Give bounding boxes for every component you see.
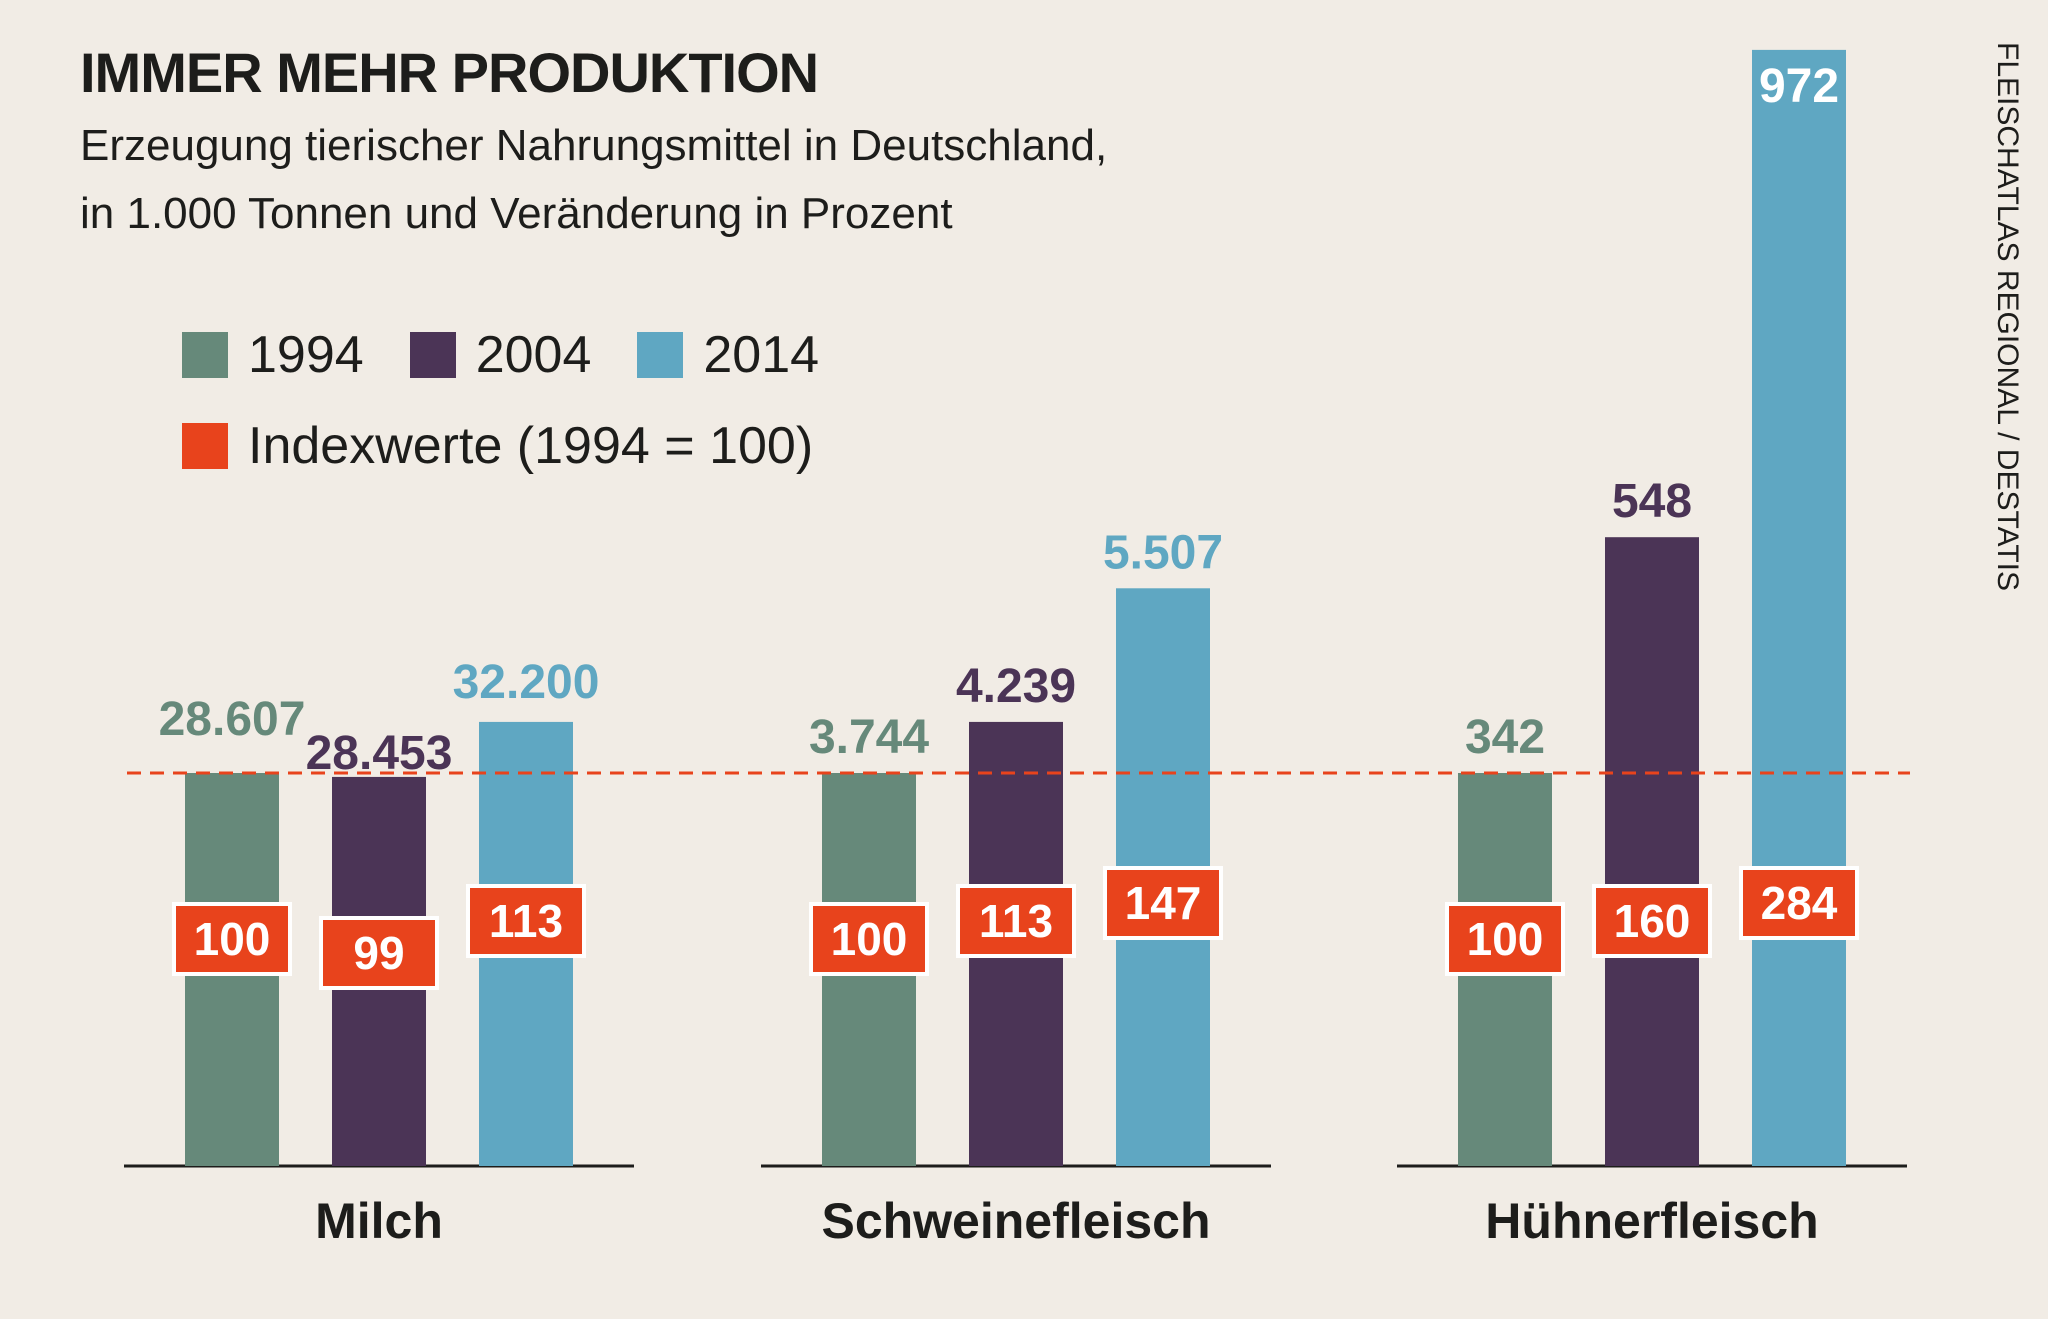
legend-item-2014: 2014 (637, 325, 819, 385)
index-badge (956, 884, 1076, 958)
index-badge-label: 100 (831, 913, 908, 965)
bar (1752, 49, 1846, 1166)
legend-label-1994: 1994 (248, 326, 364, 384)
legend-years: 1994 2004 2014 (182, 325, 865, 385)
chart-title: IMMER MEHR PRODUKTION (80, 41, 819, 104)
legend-swatch-2004 (409, 332, 456, 378)
index-badge (1445, 902, 1565, 976)
index-badge-label: 160 (1614, 895, 1691, 947)
bar-value-label: 548 (1612, 475, 1692, 528)
legend-item-index: Indexwerte (1994 = 100) (182, 416, 813, 476)
index-badge-label: 113 (979, 895, 1053, 947)
chart-subtitle: Erzeugung tierischer Nahrungsmittel in D… (80, 112, 1107, 248)
legend-swatch-2014 (637, 332, 684, 378)
legend-label-2004: 2004 (475, 326, 592, 384)
subtitle-line-2: in 1.000 Tonnen und Veränderung in Proze… (80, 189, 953, 238)
index-badge-label: 99 (353, 927, 404, 979)
bar (1605, 537, 1699, 1166)
category-label: Milch (315, 1193, 443, 1249)
index-badge (809, 902, 929, 976)
bar-value-label: 5.507 (1103, 526, 1223, 579)
index-badge (466, 884, 586, 958)
bar-value-label: 32.200 (453, 656, 600, 709)
category-label: Hühnerfleisch (1485, 1193, 1818, 1249)
legend-item-2004: 2004 (409, 325, 592, 385)
legend-label-2014: 2014 (703, 326, 820, 384)
bar-value-label: 3.744 (809, 711, 929, 764)
subtitle-line-1: Erzeugung tierischer Nahrungsmittel in D… (80, 121, 1108, 170)
index-badge (1103, 866, 1223, 940)
index-badge-label: 284 (1761, 877, 1838, 929)
index-badge-label: 100 (194, 913, 271, 965)
index-badge (1739, 866, 1859, 940)
index-badge (319, 916, 439, 990)
category-label: Schweinefleisch (821, 1193, 1210, 1249)
bar-value-label: 4.239 (956, 660, 1076, 713)
index-badge-label: 113 (489, 895, 563, 947)
legend-item-1994: 1994 (182, 325, 364, 385)
bar-value-label: 972 (1759, 60, 1839, 113)
bar-value-label: 28.453 (306, 727, 453, 780)
legend-swatch-index (182, 423, 228, 469)
index-badge-label: 147 (1125, 877, 1202, 929)
legend-index: Indexwerte (1994 = 100) (182, 416, 859, 476)
index-badge-label: 100 (1467, 913, 1544, 965)
bar-value-label: 342 (1465, 711, 1545, 764)
legend-label-index: Indexwerte (1994 = 100) (248, 417, 814, 475)
bar-value-label: 28.607 (159, 693, 306, 746)
index-badge (1592, 884, 1712, 958)
index-badge (172, 902, 292, 976)
legend-swatch-1994 (182, 332, 228, 378)
